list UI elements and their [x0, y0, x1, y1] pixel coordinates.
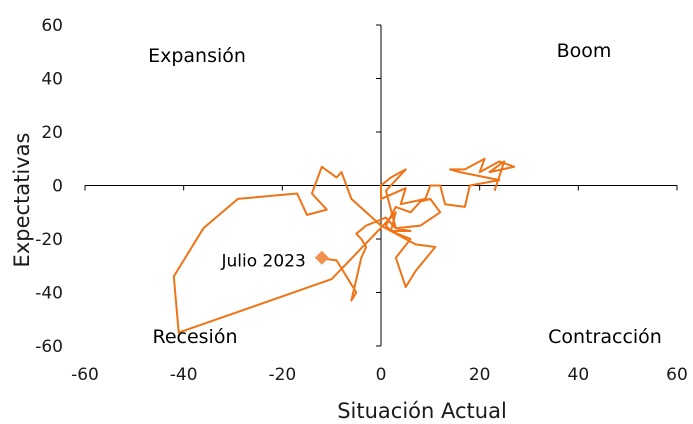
- y-tick-label: 0: [52, 177, 63, 197]
- y-tick-labels: -60 -40 -20 0 20 40 60: [35, 16, 63, 357]
- y-tick-label: 60: [41, 16, 63, 36]
- y-axis-title: Expectativas: [10, 133, 34, 268]
- y-tick-label: -40: [35, 284, 63, 304]
- series-line: [172, 157, 516, 334]
- x-tick-label: 20: [469, 365, 491, 385]
- series-layer: [172, 157, 516, 334]
- quadrant-label-boom: Boom: [557, 40, 612, 62]
- x-tick-label: 40: [568, 365, 590, 385]
- x-tick-label: 60: [666, 365, 688, 385]
- y-tick-label: -60: [35, 337, 63, 357]
- annotation-label: Julio 2023: [220, 251, 305, 271]
- y-tick-label: -20: [35, 230, 63, 250]
- x-tick-labels: -60 -40 -20 0 20 40 60: [71, 365, 688, 385]
- y-tick-label: 40: [41, 70, 63, 90]
- x-tick-label: -60: [71, 365, 99, 385]
- y-tick-label: 20: [41, 123, 63, 143]
- x-tick-label: -40: [170, 365, 198, 385]
- quadrant-label-recesion: Recesión: [152, 326, 237, 348]
- latest-point-marker: [314, 250, 329, 265]
- x-tick-label: 0: [376, 365, 387, 385]
- quadrant-label-contraccion: Contracción: [548, 326, 662, 348]
- x-tick-label: -20: [268, 365, 296, 385]
- quadrant-label-expansion: Expansión: [148, 45, 246, 67]
- x-axis-title: Situación Actual: [337, 399, 507, 423]
